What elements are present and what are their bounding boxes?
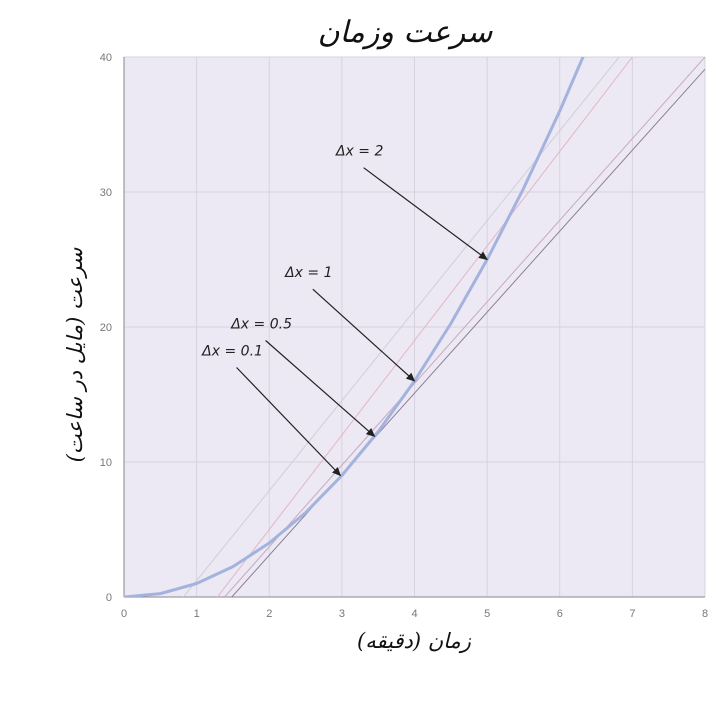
- x-tick-label: 5: [484, 608, 490, 620]
- annotation-label: Δx = 1: [284, 265, 332, 281]
- x-tick-label: 3: [339, 608, 345, 620]
- x-axis-title: زمان (دقیقه): [357, 629, 472, 654]
- annotation-label: Δx = 0.5: [230, 317, 292, 333]
- speed-curve: [124, 57, 585, 597]
- plot-area: 0 1 2 3 4 5 6 7 8 0 10 20 30 40 Δx = 2 Δx = 1 Δx = 0.5 Δx…: [100, 52, 708, 620]
- secant-line-dx-2: [183, 57, 620, 597]
- x-tick-label: 1: [194, 608, 200, 620]
- x-tick-label: 8: [702, 608, 708, 620]
- y-tick-label: 0: [106, 592, 112, 604]
- y-tick-label: 40: [100, 52, 112, 64]
- chart-title: سرعت وزمان: [318, 15, 494, 50]
- y-tick-label: 10: [100, 457, 112, 469]
- y-tick-label: 30: [100, 187, 112, 199]
- secant-line-dx-0-5: [224, 57, 705, 597]
- x-tick-label: 2: [266, 608, 272, 620]
- x-tick-label: 4: [411, 608, 417, 620]
- y-tick-label: 20: [100, 322, 112, 334]
- annotation-label: Δx = 2: [335, 144, 383, 160]
- annotation-arrow: [236, 367, 342, 477]
- annotation-arrow: [265, 340, 376, 438]
- x-tick-label: 0: [121, 608, 127, 620]
- annotation-arrow: [363, 167, 488, 261]
- secant-line-dx-1: [216, 57, 633, 597]
- annotation-arrow: [312, 288, 416, 382]
- y-axis-title: سرعت (مایل در ساعت): [63, 247, 88, 462]
- x-tick-label: 6: [557, 608, 563, 620]
- x-tick-label: 7: [629, 608, 635, 620]
- annotation-label: Δx = 0.1: [201, 344, 263, 360]
